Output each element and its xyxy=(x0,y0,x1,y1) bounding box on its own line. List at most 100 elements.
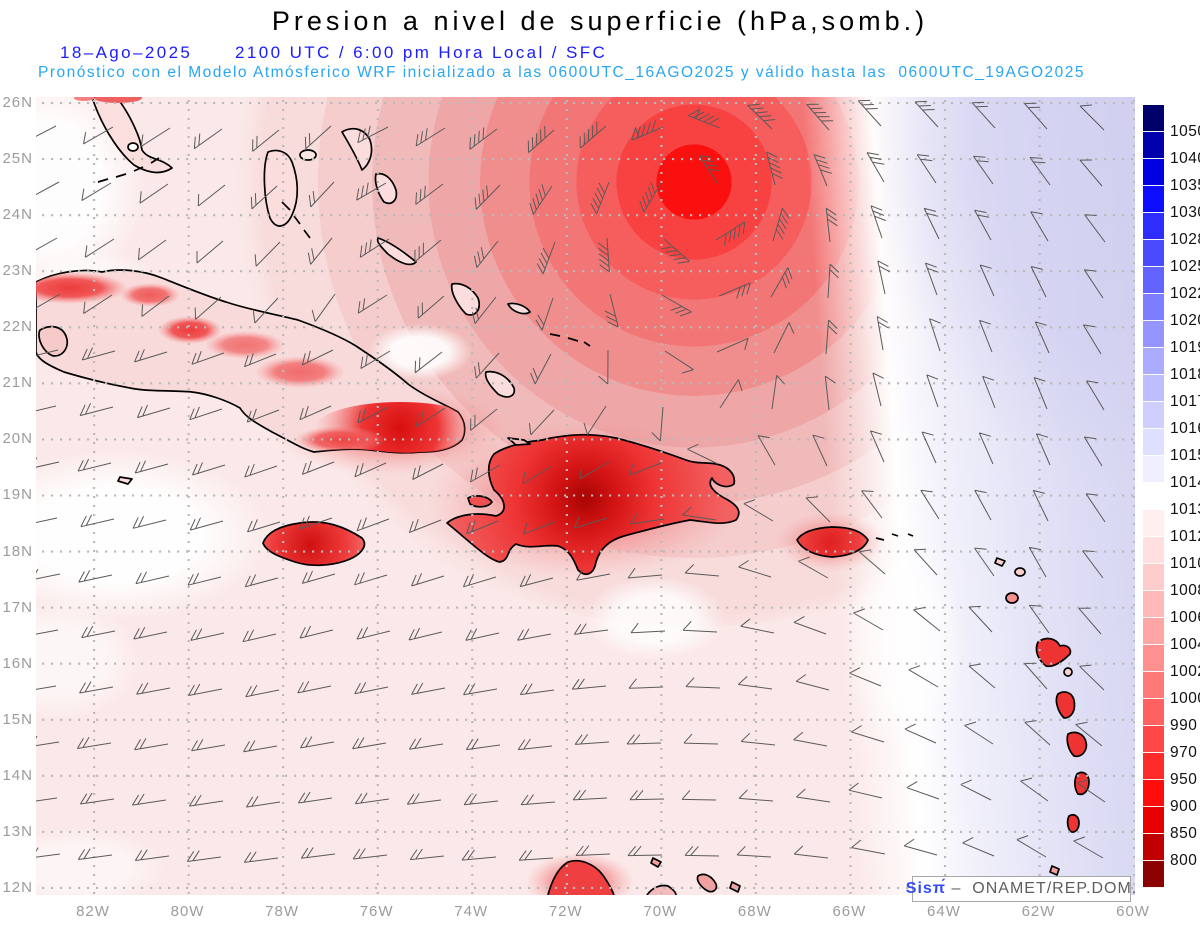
colorbar-tick-label: 1014 xyxy=(1170,474,1200,491)
lat-tick-label: 21N xyxy=(2,374,33,392)
grand-cayman xyxy=(117,476,133,485)
lat-tick-label: 12N xyxy=(2,878,33,896)
lat-tick-label: 26N xyxy=(2,94,33,111)
puerto-rico-coast xyxy=(796,526,869,558)
colorbar-segment xyxy=(1143,159,1164,186)
antigua xyxy=(1005,592,1019,604)
colorbar-segment xyxy=(1143,537,1164,564)
lon-tick-label: 68W xyxy=(737,903,772,920)
andros-island xyxy=(263,149,299,227)
colorbar-tick-label: 1019 xyxy=(1170,339,1200,356)
colorbar-tick-label: 1030 xyxy=(1170,204,1200,221)
lat-tick-label: 15N xyxy=(2,710,33,728)
lat-tick-label: 17N xyxy=(2,598,33,616)
colorbar-tick-label: 1025 xyxy=(1170,258,1200,275)
colorbar-segment xyxy=(1143,132,1164,159)
virgin-islands xyxy=(875,533,914,541)
grenada xyxy=(1049,865,1060,876)
colorbar-tick-label: 1016 xyxy=(1170,420,1200,437)
martinique xyxy=(1066,731,1088,758)
colorbar-tick-label: 1004 xyxy=(1170,636,1200,653)
lat-tick-label: 14N xyxy=(2,766,33,784)
florida-coast xyxy=(91,97,173,174)
lat-lon-grid xyxy=(42,99,1135,895)
lon-tick-label: 82W xyxy=(76,903,110,920)
lon-tick-label: 78W xyxy=(265,903,300,920)
gonave-island xyxy=(467,495,493,508)
lat-tick-label: 25N xyxy=(2,150,33,168)
colorbar-segment xyxy=(1143,186,1164,213)
colorbar-segment xyxy=(1143,726,1164,753)
colorbar-segment xyxy=(1143,672,1164,699)
forecast-model-line: Pronóstico con el Modelo Atmósferico WRF… xyxy=(38,64,1085,81)
colorbar-tick-label: 900 xyxy=(1170,798,1198,815)
colorbar-tick-label: 1013 xyxy=(1170,501,1200,518)
lat-tick-label: 19N xyxy=(2,486,33,504)
colorbar-tick-label: 1017 xyxy=(1170,393,1200,410)
exuma-cays xyxy=(281,201,311,239)
lon-tick-label: 80W xyxy=(170,903,205,920)
colorbar-segment xyxy=(1143,753,1164,780)
colorbar-tick-label: 1018 xyxy=(1170,366,1200,383)
page-title: Presion a nivel de superficie (hPa,somb.… xyxy=(271,6,929,36)
colorbar-segment xyxy=(1143,456,1164,483)
colorbar-segment xyxy=(1143,213,1164,240)
colorbar-tick-label: 1050 xyxy=(1170,123,1200,140)
lon-tick-label: 72W xyxy=(548,903,583,920)
aruba xyxy=(650,857,662,868)
colorbar-tick-label: 1008 xyxy=(1170,582,1200,599)
sispi-logo: Sisπ́ xyxy=(905,880,947,897)
paraguana-peninsula xyxy=(646,884,677,895)
isla-juventud xyxy=(38,325,69,357)
colorbar-segment xyxy=(1143,375,1164,402)
florida-keys xyxy=(97,157,160,183)
colorbar-segment xyxy=(1143,348,1164,375)
colorbar-segment xyxy=(1143,780,1164,807)
colorbar-tick-label: 1000 xyxy=(1170,690,1200,707)
colorbar-segment xyxy=(1143,402,1164,429)
lon-tick-label: 64W xyxy=(927,903,961,920)
colorbar-segment xyxy=(1143,267,1164,294)
colorbar-tick-label: 1015 xyxy=(1170,447,1200,464)
colorbar-tick-label: 1002 xyxy=(1170,663,1200,680)
lon-tick-label: 66W xyxy=(832,903,867,920)
colorbar-tick-label: 1020 xyxy=(1170,312,1200,329)
colorbar-tick-label: 1012 xyxy=(1170,528,1200,545)
colorbar-segment xyxy=(1143,699,1164,726)
colorbar-tick-label: 1028 xyxy=(1170,231,1200,248)
colorbar-tick-label: 970 xyxy=(1170,744,1198,761)
lon-tick-label: 76W xyxy=(359,903,394,920)
colorbar-segment xyxy=(1143,618,1164,645)
colorbar-tick-label: 1010 xyxy=(1170,555,1200,572)
colorbar-tick-label: 1040 xyxy=(1170,150,1200,167)
st-martin xyxy=(994,557,1006,567)
lat-tick-label: 16N xyxy=(2,654,33,672)
great-inagua xyxy=(484,370,516,398)
valid-time-line: 18–Ago–2025 2100 UTC / 6:00 pm Hora Loca… xyxy=(60,43,608,62)
colorbar-tick-label: 1022 xyxy=(1170,285,1200,302)
tortuga-island xyxy=(507,437,531,446)
colorbar-segment xyxy=(1143,240,1164,267)
colorbar-tick-label: 800 xyxy=(1170,852,1198,869)
colorbar-segment xyxy=(1143,591,1164,618)
colorbar-segment xyxy=(1143,510,1164,537)
colorbar-tick-label: 850 xyxy=(1170,825,1198,842)
colorbar-segment xyxy=(1143,861,1164,888)
wind-barbs xyxy=(36,99,1106,863)
lat-tick-label: 18N xyxy=(2,542,33,560)
lon-tick-label: 74W xyxy=(454,903,489,920)
colorbar-tick-label: 950 xyxy=(1170,771,1198,788)
barbuda xyxy=(1014,567,1026,577)
jamaica-coast xyxy=(262,521,366,567)
mayaguana-island xyxy=(507,302,531,315)
curacao xyxy=(696,873,718,893)
hispaniola-coast xyxy=(446,433,740,575)
colorbar-tick-label: 1035 xyxy=(1170,177,1200,194)
st-vincent xyxy=(1066,814,1080,833)
turks-caicos xyxy=(549,333,591,347)
lat-tick-label: 13N xyxy=(2,822,33,840)
colorbar-segment xyxy=(1143,807,1164,834)
lon-tick-label: 70W xyxy=(643,903,678,920)
